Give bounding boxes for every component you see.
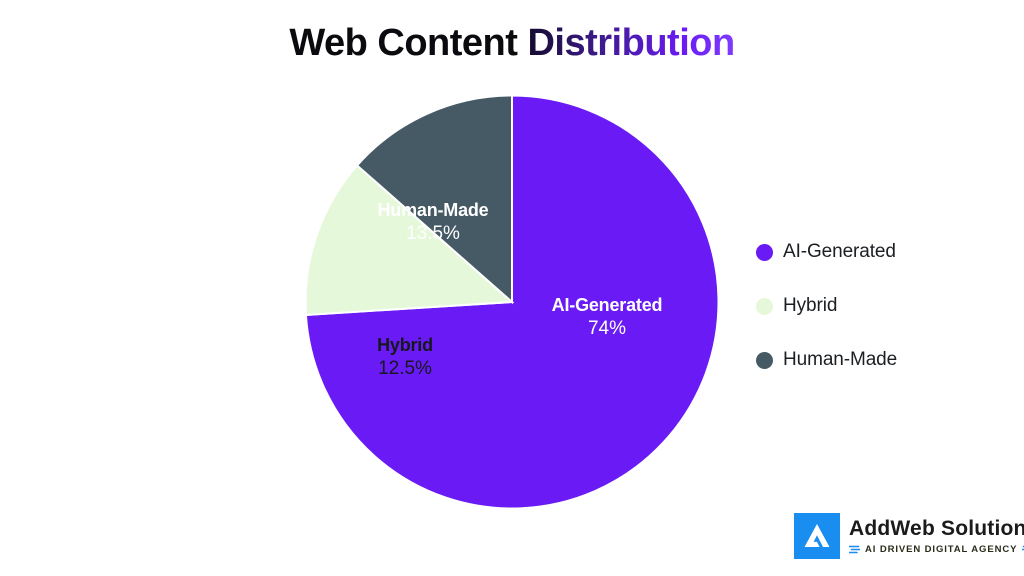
pie-slice-hybrid[interactable]: [305, 164, 515, 317]
legend-item-hybrid[interactable]: Hybrid: [756, 292, 1006, 320]
pie-chart: AI-Generated 74% Hybrid 12.5% Human-Made…: [305, 95, 719, 509]
page-title-part-one: Web Content: [289, 22, 528, 64]
page-title: Web Content Distribution: [0, 22, 1024, 65]
legend-swatch-icon: [756, 351, 773, 369]
brand-logo-text: AddWeb Solution AI DRIVEN DIGITAL AGENCY: [849, 517, 1024, 555]
wing-left-icon: [849, 545, 860, 553]
addweb-logo-mark-icon: [794, 513, 840, 559]
legend-item-label: Hybrid: [783, 295, 838, 316]
page-title-part-two: Distribution: [527, 22, 735, 64]
brand-name: AddWeb Solution: [849, 517, 1024, 541]
pie-chart-svg: [305, 95, 719, 509]
brand-tagline-row: AI DRIVEN DIGITAL AGENCY: [849, 544, 1024, 555]
chart-legend: AI-Generated Hybrid Human-Made: [756, 238, 1006, 400]
brand-logo: AddWeb Solution AI DRIVEN DIGITAL AGENCY: [794, 513, 1024, 559]
pie-slice-human-made[interactable]: [355, 95, 513, 305]
legend-item-human-made[interactable]: Human-Made: [756, 346, 1006, 374]
legend-swatch-icon: [756, 243, 773, 261]
legend-swatch-icon: [756, 297, 773, 315]
legend-item-label: Human-Made: [783, 349, 898, 370]
legend-item-ai-generated[interactable]: AI-Generated: [756, 238, 1006, 266]
legend-item-label: AI-Generated: [783, 241, 896, 262]
brand-tagline: AI DRIVEN DIGITAL AGENCY: [865, 543, 1018, 555]
